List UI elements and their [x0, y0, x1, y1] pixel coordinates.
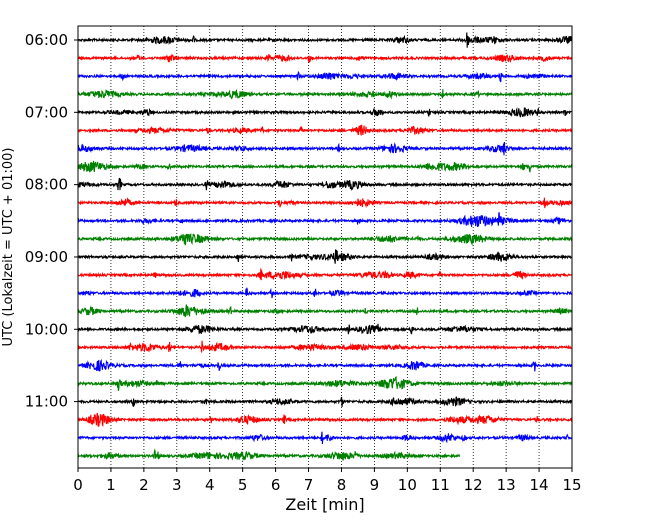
y-tick-label: 11:00	[25, 393, 68, 411]
trace-line-1145	[77, 448, 461, 462]
x-tick-label: 7	[304, 476, 314, 494]
x-tick-label: 15	[562, 476, 581, 494]
x-tick-label: 8	[337, 476, 347, 494]
trace-line-0815	[77, 197, 573, 209]
y-tick-label: 09:00	[25, 248, 68, 266]
x-tick-label: 4	[205, 476, 215, 494]
trace-line-1045	[77, 375, 573, 391]
trace-line-0945	[77, 304, 573, 318]
x-axis: 0 1 2 3 4 5 6 7 8 9 10 11 12 13 14 15	[73, 468, 582, 494]
trace-line-0600	[77, 32, 573, 48]
trace-line-0800	[77, 177, 573, 192]
trace-line-0930	[77, 287, 573, 299]
trace-line-0615	[77, 53, 573, 63]
y-tick-label: 07:00	[25, 103, 68, 121]
x-axis-label: Zeit [min]	[285, 495, 364, 514]
x-tick-label: 12	[464, 476, 483, 494]
trace-line-1015	[77, 340, 573, 353]
x-tick-label: 10	[398, 476, 417, 494]
x-tick-label: 5	[238, 476, 248, 494]
x-tick-label: 14	[530, 476, 549, 494]
trace-line-0715	[77, 124, 573, 136]
x-tick-label: 1	[106, 476, 116, 494]
trace-line-1130	[77, 431, 573, 444]
trace-line-0630	[77, 70, 573, 83]
y-axis-label: UTC (Lokalzeit = UTC + 01:00)	[1, 148, 16, 347]
trace-line-0745	[77, 160, 573, 173]
trace-line-0730	[77, 142, 573, 156]
x-tick-label: 13	[497, 476, 516, 494]
y-tick-label: 10:00	[25, 320, 68, 338]
plot-frame	[77, 25, 573, 469]
trace-line-0700	[77, 107, 573, 118]
trace-line-1115	[77, 412, 573, 427]
x-tick-label: 6	[271, 476, 281, 494]
trace-line-1030	[77, 358, 573, 372]
trace-line-0645	[77, 88, 573, 100]
trace-layer	[77, 32, 573, 462]
x-tick-label: 11	[431, 476, 450, 494]
x-tick-label: 0	[73, 476, 83, 494]
y-tick-label: 06:00	[25, 31, 68, 49]
trace-line-0900	[77, 249, 573, 264]
y-tick-label: 08:00	[25, 176, 68, 194]
trace-line-0915	[77, 268, 573, 281]
x-tick-label: 3	[172, 476, 182, 494]
x-tick-label: 2	[139, 476, 149, 494]
trace-line-0830	[77, 212, 573, 228]
y-axis: 06:00 07:00 08:00 09:00 10:00 11:00	[25, 31, 78, 411]
trace-line-0845	[77, 233, 573, 246]
trace-line-1000	[77, 323, 573, 335]
trace-line-1100	[77, 396, 573, 408]
x-tick-label: 9	[370, 476, 380, 494]
